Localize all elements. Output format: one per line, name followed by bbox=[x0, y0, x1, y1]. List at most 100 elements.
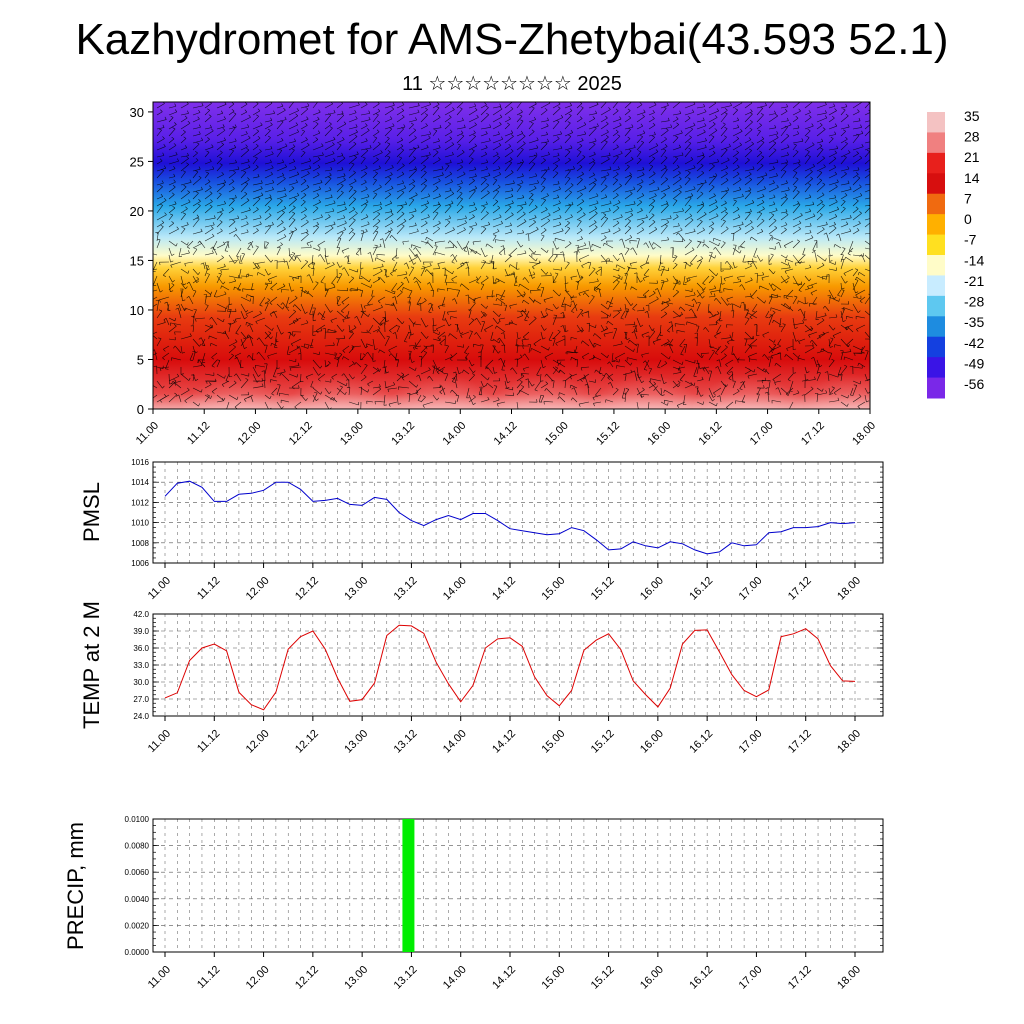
wind-barb-flag bbox=[483, 226, 487, 229]
wind-barb-flag bbox=[236, 257, 239, 261]
wind-barb-flag bbox=[666, 278, 669, 282]
wind-barb-flag bbox=[830, 136, 834, 139]
wind-barb bbox=[180, 201, 191, 207]
wind-barb bbox=[828, 197, 836, 200]
wind-barb-flag bbox=[485, 130, 488, 134]
wind-barb bbox=[456, 206, 464, 214]
wind-barb-flag bbox=[525, 378, 529, 380]
wind-barb-flag bbox=[774, 382, 777, 386]
wind-barb-flag bbox=[678, 190, 682, 193]
wind-barb-flag bbox=[627, 136, 631, 139]
wind-barb bbox=[180, 122, 191, 130]
wind-barb bbox=[456, 132, 464, 137]
wind-barb bbox=[632, 247, 638, 256]
wind-barb bbox=[492, 216, 502, 221]
wind-barb-flag bbox=[423, 164, 427, 168]
wind-barb bbox=[744, 222, 753, 228]
wind-barb bbox=[684, 240, 692, 249]
wind-barb bbox=[468, 169, 476, 172]
wind-barb-flag bbox=[210, 199, 213, 202]
wind-barb-flag bbox=[258, 266, 261, 270]
wind-barb bbox=[367, 380, 374, 385]
wind-barb-flag bbox=[425, 346, 428, 350]
wind-barb-flag bbox=[629, 191, 633, 194]
wind-barb-flag bbox=[783, 245, 787, 249]
wind-barb bbox=[192, 216, 199, 221]
wind-barb-flag bbox=[499, 114, 503, 118]
wind-barb bbox=[264, 153, 274, 158]
wind-barb-flag bbox=[724, 200, 727, 204]
wind-barb-flag bbox=[498, 358, 502, 361]
wind-barb bbox=[240, 137, 251, 144]
wind-barb-flag bbox=[737, 117, 740, 121]
wind-barb-flag bbox=[438, 306, 441, 310]
wind-barb bbox=[780, 163, 788, 172]
wind-barb-flag bbox=[679, 379, 683, 382]
wind-barb bbox=[657, 359, 662, 368]
wind-barb-flag bbox=[222, 124, 225, 128]
wind-barb bbox=[360, 387, 368, 393]
wind-barb-flag bbox=[484, 314, 488, 317]
wind-barb-flag bbox=[475, 222, 478, 226]
wind-barb-flag bbox=[749, 187, 752, 191]
wind-barb-flag bbox=[473, 299, 476, 303]
wind-barb-flag bbox=[591, 244, 593, 248]
wind-barb bbox=[240, 179, 250, 186]
wind-barb bbox=[792, 191, 800, 200]
wind-barb bbox=[168, 160, 179, 165]
wind-barb-flag bbox=[462, 247, 465, 250]
wind-barb bbox=[594, 286, 602, 291]
wind-barb-flag bbox=[261, 383, 264, 387]
wind-barb bbox=[276, 132, 284, 137]
wind-barb-flag bbox=[329, 172, 332, 176]
wind-barb-flag bbox=[244, 317, 247, 320]
wind-barb-flag bbox=[845, 280, 848, 284]
wind-barb-flag bbox=[233, 234, 236, 237]
wind-barb bbox=[744, 143, 754, 151]
wind-barb-flag bbox=[439, 384, 442, 388]
wind-barb-flag bbox=[729, 334, 732, 338]
wind-barb-flag bbox=[250, 295, 254, 298]
wind-barb bbox=[744, 279, 753, 284]
wind-barb bbox=[417, 394, 422, 401]
wind-barb-flag bbox=[246, 294, 248, 298]
wind-barb-flag bbox=[633, 186, 636, 190]
wind-barb bbox=[564, 105, 572, 109]
wind-barb bbox=[684, 195, 694, 200]
wind-barb bbox=[279, 392, 290, 396]
wind-barb bbox=[153, 352, 158, 356]
wind-barb bbox=[156, 200, 167, 207]
wind-barb bbox=[864, 296, 870, 305]
wind-barb bbox=[408, 185, 416, 193]
wind-barb bbox=[840, 189, 852, 193]
wind-barb bbox=[672, 191, 682, 200]
wind-barb bbox=[492, 317, 498, 324]
wind-barb bbox=[852, 303, 859, 313]
wind-barb bbox=[153, 385, 158, 389]
wind-barb-flag bbox=[819, 365, 823, 368]
wind-barb-flag bbox=[558, 369, 561, 373]
wind-barb-flag bbox=[520, 205, 524, 209]
wind-barb-flag bbox=[222, 241, 226, 245]
wind-barb-flag bbox=[687, 170, 691, 174]
wind-barb bbox=[771, 352, 782, 357]
wind-barb bbox=[536, 366, 542, 376]
wind-barb-flag bbox=[244, 109, 248, 113]
wind-barb bbox=[288, 131, 299, 137]
wind-barb-flag bbox=[185, 206, 188, 209]
wind-barb bbox=[294, 304, 302, 312]
wind-barb bbox=[600, 131, 609, 137]
wind-barb bbox=[588, 213, 598, 221]
wind-barb-flag bbox=[583, 212, 586, 215]
wind-barb-flag bbox=[423, 170, 427, 173]
wind-barb-flag bbox=[438, 201, 440, 205]
wind-barb bbox=[828, 289, 835, 300]
wind-barb bbox=[156, 170, 164, 179]
wind-barb bbox=[534, 299, 542, 305]
wind-barb bbox=[604, 242, 614, 249]
wind-barb bbox=[786, 345, 794, 349]
wind-barb-flag bbox=[704, 123, 707, 126]
wind-barb bbox=[696, 326, 700, 333]
wind-barb-flag bbox=[679, 345, 683, 348]
wind-barb bbox=[624, 332, 628, 340]
